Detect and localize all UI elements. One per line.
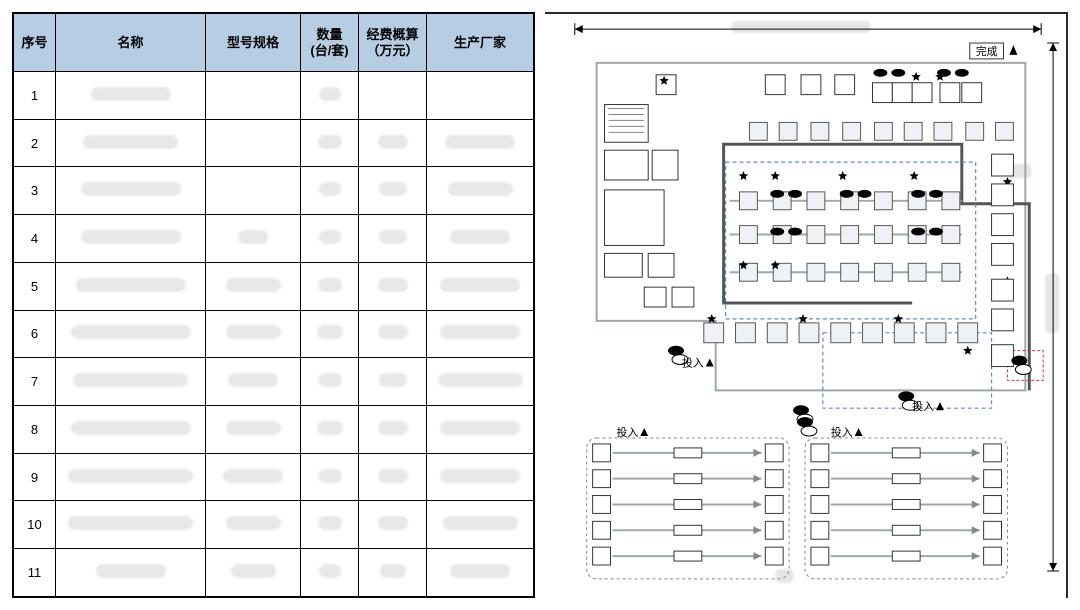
svg-text:投入: 投入 [616,425,638,439]
cell-model [206,119,301,167]
cell-seq: 7 [14,358,56,406]
cell-seq: 11 [14,549,56,597]
col-header-budget: 经费概算 （万元） [359,14,427,72]
cell-qty [301,501,359,549]
table-header-row: 序号 名称 型号规格 数量 (台/套) 经费概算 （万元） 生产厂家 [14,14,534,72]
cell-qty [301,262,359,310]
cell-budget [359,72,427,120]
cell-model [206,501,301,549]
cell-name [56,215,206,263]
table-row: 10 [14,501,534,549]
svg-text:完成: 完成 [976,44,998,58]
cell-seq: 9 [14,453,56,501]
cell-vendor [427,358,534,406]
cell-name [56,453,206,501]
cell-vendor [427,72,534,120]
table-row: 8 [14,406,534,454]
table-row: 5 [14,262,534,310]
cell-vendor [427,215,534,263]
cell-seq: 10 [14,501,56,549]
cell-qty [301,310,359,358]
cell-name [56,262,206,310]
cell-qty [301,119,359,167]
col-header-seq: 序号 [14,14,56,72]
cell-seq: 5 [14,262,56,310]
table-row: 1 [14,72,534,120]
cell-seq: 1 [14,72,56,120]
factory-layout-diagram: 完成投入投入投入投入 [545,14,1066,598]
cell-model [206,167,301,215]
cell-vendor [427,406,534,454]
cell-qty [301,72,359,120]
cell-qty [301,358,359,406]
col-header-vendor: 生产厂家 [427,14,534,72]
cell-name [56,72,206,120]
col-header-model: 型号规格 [206,14,301,72]
cell-seq: 3 [14,167,56,215]
cell-vendor [427,310,534,358]
cell-name [56,501,206,549]
cell-model [206,453,301,501]
cell-budget [359,358,427,406]
cell-name [56,358,206,406]
equipment-table-panel: 序号 名称 型号规格 数量 (台/套) 经费概算 （万元） 生产厂家 12345… [12,12,535,598]
cell-qty [301,453,359,501]
table-row: 11 [14,549,534,597]
table-row: 9 [14,453,534,501]
cell-budget [359,262,427,310]
table-row: 2 [14,119,534,167]
cell-seq: 8 [14,406,56,454]
cell-vendor [427,501,534,549]
cell-name [56,406,206,454]
cell-budget [359,453,427,501]
cell-vendor [427,453,534,501]
cell-model [206,72,301,120]
cell-vendor [427,167,534,215]
cell-vendor [427,119,534,167]
cell-name [56,549,206,597]
table-row: 4 [14,215,534,263]
col-header-name: 名称 [56,14,206,72]
cell-budget [359,167,427,215]
svg-text:投入: 投入 [831,425,853,439]
cell-qty [301,406,359,454]
cell-qty [301,167,359,215]
cell-model [206,406,301,454]
cell-vendor [427,262,534,310]
cell-qty [301,215,359,263]
cell-budget [359,310,427,358]
cell-qty [301,549,359,597]
cell-vendor [427,549,534,597]
cell-budget [359,501,427,549]
cell-model [206,262,301,310]
table-row: 7 [14,358,534,406]
cell-name [56,310,206,358]
cell-seq: 6 [14,310,56,358]
cell-budget [359,215,427,263]
table-row: 3 [14,167,534,215]
table-row: 6 [14,310,534,358]
table-body: 1234567891011 [14,72,534,597]
svg-text:投入: 投入 [912,399,934,413]
layout-diagram-panel: 完成投入投入投入投入 [545,12,1068,598]
cell-seq: 2 [14,119,56,167]
cell-budget [359,406,427,454]
cell-budget [359,119,427,167]
col-header-qty: 数量 (台/套) [301,14,359,72]
cell-model [206,358,301,406]
cell-name [56,167,206,215]
cell-name [56,119,206,167]
equipment-table: 序号 名称 型号规格 数量 (台/套) 经费概算 （万元） 生产厂家 12345… [13,13,534,597]
cell-budget [359,549,427,597]
cell-seq: 4 [14,215,56,263]
svg-text:投入: 投入 [682,356,704,370]
cell-model [206,549,301,597]
cell-model [206,310,301,358]
cell-model [206,215,301,263]
